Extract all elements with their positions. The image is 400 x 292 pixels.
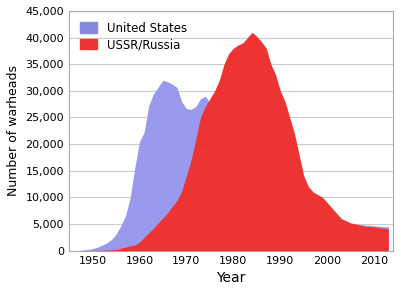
Legend: United States, USSR/Russia: United States, USSR/Russia <box>75 17 192 56</box>
X-axis label: Year: Year <box>216 271 246 285</box>
Y-axis label: Number of warheads: Number of warheads <box>7 65 20 196</box>
